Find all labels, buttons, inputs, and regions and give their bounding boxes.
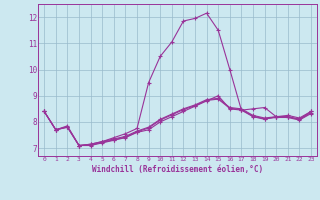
X-axis label: Windchill (Refroidissement éolien,°C): Windchill (Refroidissement éolien,°C) [92,165,263,174]
